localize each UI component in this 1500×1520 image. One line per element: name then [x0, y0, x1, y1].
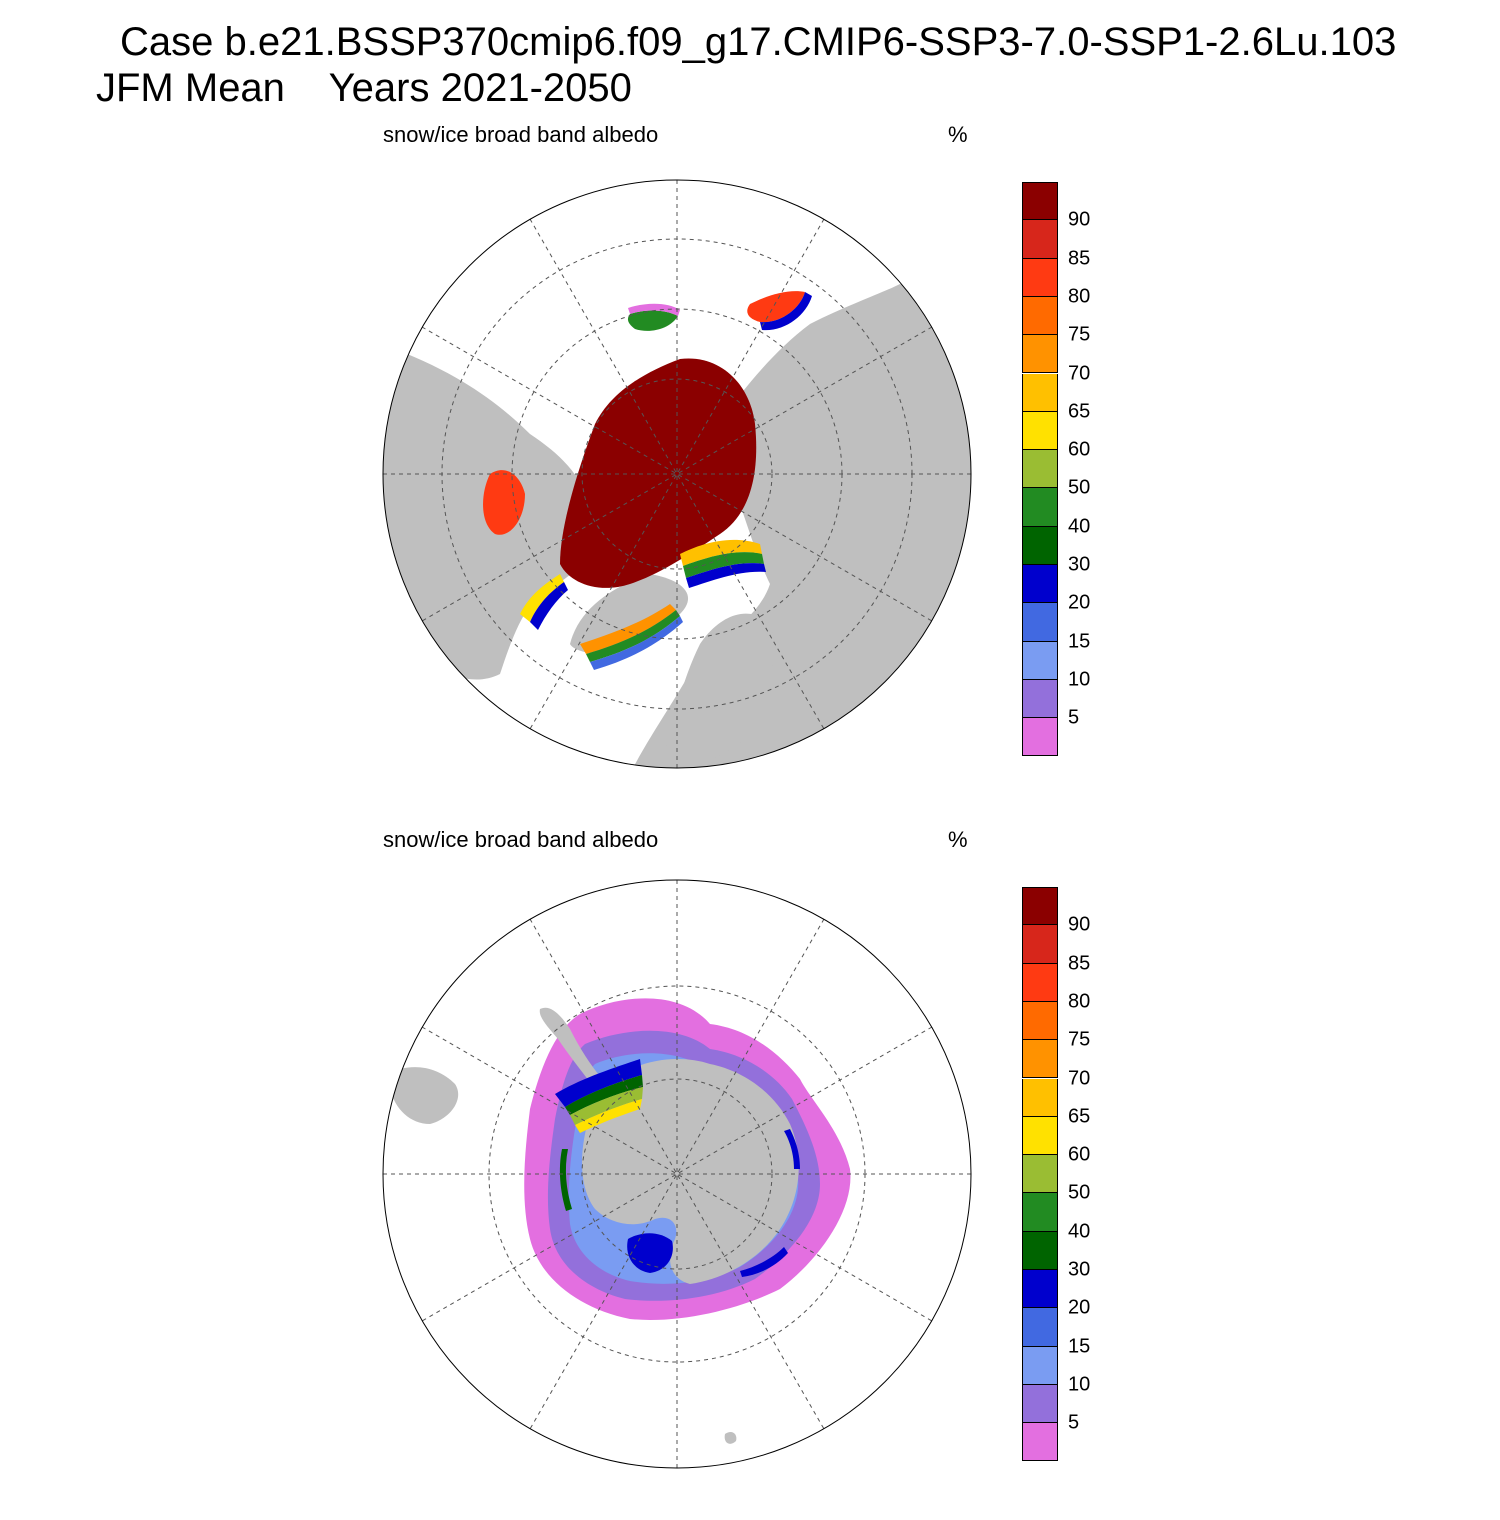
colorbar-tick-label: 50: [1068, 1181, 1091, 1204]
colorbar-segment: [1022, 411, 1058, 451]
colorbar-segment: [1022, 603, 1058, 642]
colorbar-tick-label: 65: [1068, 400, 1091, 423]
colorbar-tick-label: 10: [1068, 1373, 1091, 1396]
colorbar-segment: [1022, 296, 1058, 336]
colorbar-segment: [1022, 1040, 1058, 1079]
colorbar-segment: [1022, 925, 1058, 964]
colorbar-tick-label: 5: [1068, 706, 1080, 729]
figure-title-period: JFM Mean Years 2021-2050: [96, 66, 632, 110]
colorbar-tick-label: 85: [1068, 952, 1091, 975]
colorbar-segment: [1022, 1193, 1058, 1232]
barents-ice-edge: [680, 539, 762, 566]
colorbar-segment: [1022, 1116, 1058, 1156]
scandinavia-landmass: [660, 613, 774, 768]
colorbar-segment: [1022, 1155, 1058, 1194]
colorbar-tick-label: 60: [1068, 438, 1091, 461]
variable-label: snow/ice broad band albedo: [383, 827, 659, 852]
weddell-sea-ice: [555, 1059, 642, 1107]
colorbar-tick-label: 15: [1068, 1335, 1091, 1358]
map-boundary: [382, 879, 972, 1469]
ross-sea-ice: [627, 1233, 673, 1273]
colorbar-segment: [1022, 1423, 1058, 1462]
map-boundary: [382, 179, 972, 769]
labrador-ice-edge: [520, 574, 564, 622]
colorbar-tick-label: 80: [1068, 990, 1091, 1013]
colorbar-tick-label: 65: [1068, 1105, 1091, 1128]
colorbar-segment: [1022, 450, 1058, 489]
antarctic-polar-map: [382, 879, 972, 1469]
variable-label: snow/ice broad band albedo: [383, 122, 659, 147]
colorbar: [1022, 887, 1058, 1463]
colorbar-tick-label: 80: [1068, 285, 1091, 308]
colorbar-tick-label: 20: [1068, 1296, 1091, 1319]
colorbar-segment: [1022, 679, 1058, 719]
colorbar-segment: [1022, 641, 1058, 680]
antarctic-map-panel: snow/ice broad band albedo %: [0, 815, 1500, 1520]
colorbar-segment: [1022, 526, 1058, 565]
unit-label: %: [948, 827, 968, 852]
colorbar-segment: [1022, 1308, 1058, 1347]
bering-sea-ice: [627, 310, 678, 331]
colorbar-segment: [1022, 718, 1058, 757]
colorbar-tick-label: 85: [1068, 247, 1091, 270]
colorbar-segment: [1022, 220, 1058, 259]
colorbar-segment: [1022, 182, 1058, 221]
antarctic-peninsula: [539, 1007, 602, 1085]
colorbar-segment: [1022, 565, 1058, 604]
colorbar-segment: [1022, 1231, 1058, 1270]
colorbar-segment: [1022, 488, 1058, 527]
sub-antarctic-island: [724, 1431, 737, 1444]
arctic-map-panel: snow/ice broad band albedo %: [0, 110, 1500, 815]
colorbar-tick-label: 50: [1068, 476, 1091, 499]
graticule: [383, 880, 971, 1468]
colorbar-tick-label: 40: [1068, 515, 1091, 538]
colorbar-segment: [1022, 258, 1058, 297]
okhotsk-sea-ice: [747, 291, 805, 323]
unit-label: %: [948, 122, 968, 147]
colorbar-segment: [1022, 1346, 1058, 1385]
arctic-polar-map: [382, 179, 972, 769]
colorbar-tick-label: 40: [1068, 1220, 1091, 1243]
colorbar-segment: [1022, 887, 1058, 926]
figure-title-case: Case b.e21.BSSP370cmip6.f09_g17.CMIP6-SS…: [120, 20, 1397, 64]
colorbar-segment: [1022, 1001, 1058, 1041]
colorbar-segment: [1022, 963, 1058, 1002]
colorbar-tick-label: 20: [1068, 591, 1091, 614]
years-label: Years 2021-2050: [328, 66, 632, 110]
colorbar-segment: [1022, 1078, 1058, 1117]
colorbar-tick-label: 30: [1068, 1258, 1091, 1281]
colorbar-tick-label: 90: [1068, 208, 1091, 231]
graticule: [383, 180, 971, 768]
colorbar-segment: [1022, 1270, 1058, 1309]
antarctica-landmass: [582, 1059, 799, 1284]
greenland-sea-ice-edge: [580, 604, 676, 654]
arctic-sea-ice-core: [560, 358, 757, 588]
colorbar-tick-label: 60: [1068, 1143, 1091, 1166]
colorbar-tick-label: 10: [1068, 668, 1091, 691]
colorbar-segment: [1022, 1384, 1058, 1424]
colorbar-tick-label: 70: [1068, 362, 1091, 384]
colorbar-tick-label: 75: [1068, 323, 1091, 346]
season-label: JFM Mean: [96, 66, 285, 110]
colorbar-tick-label: 15: [1068, 630, 1091, 653]
colorbar-segment: [1022, 373, 1058, 412]
colorbar: [1022, 182, 1058, 758]
colorbar-tick-label: 75: [1068, 1028, 1091, 1051]
colorbar-tick-label: 70: [1068, 1067, 1091, 1089]
colorbar-tick-label: 5: [1068, 1411, 1080, 1434]
hudson-bay-ice: [483, 470, 525, 535]
colorbar-segment: [1022, 335, 1058, 374]
south-america-tip: [390, 1067, 459, 1124]
colorbar-tick-label: 90: [1068, 913, 1091, 936]
greenland-landmass: [570, 574, 689, 654]
coastal-ice-band: [740, 1247, 788, 1277]
colorbar-tick-label: 30: [1068, 553, 1091, 576]
